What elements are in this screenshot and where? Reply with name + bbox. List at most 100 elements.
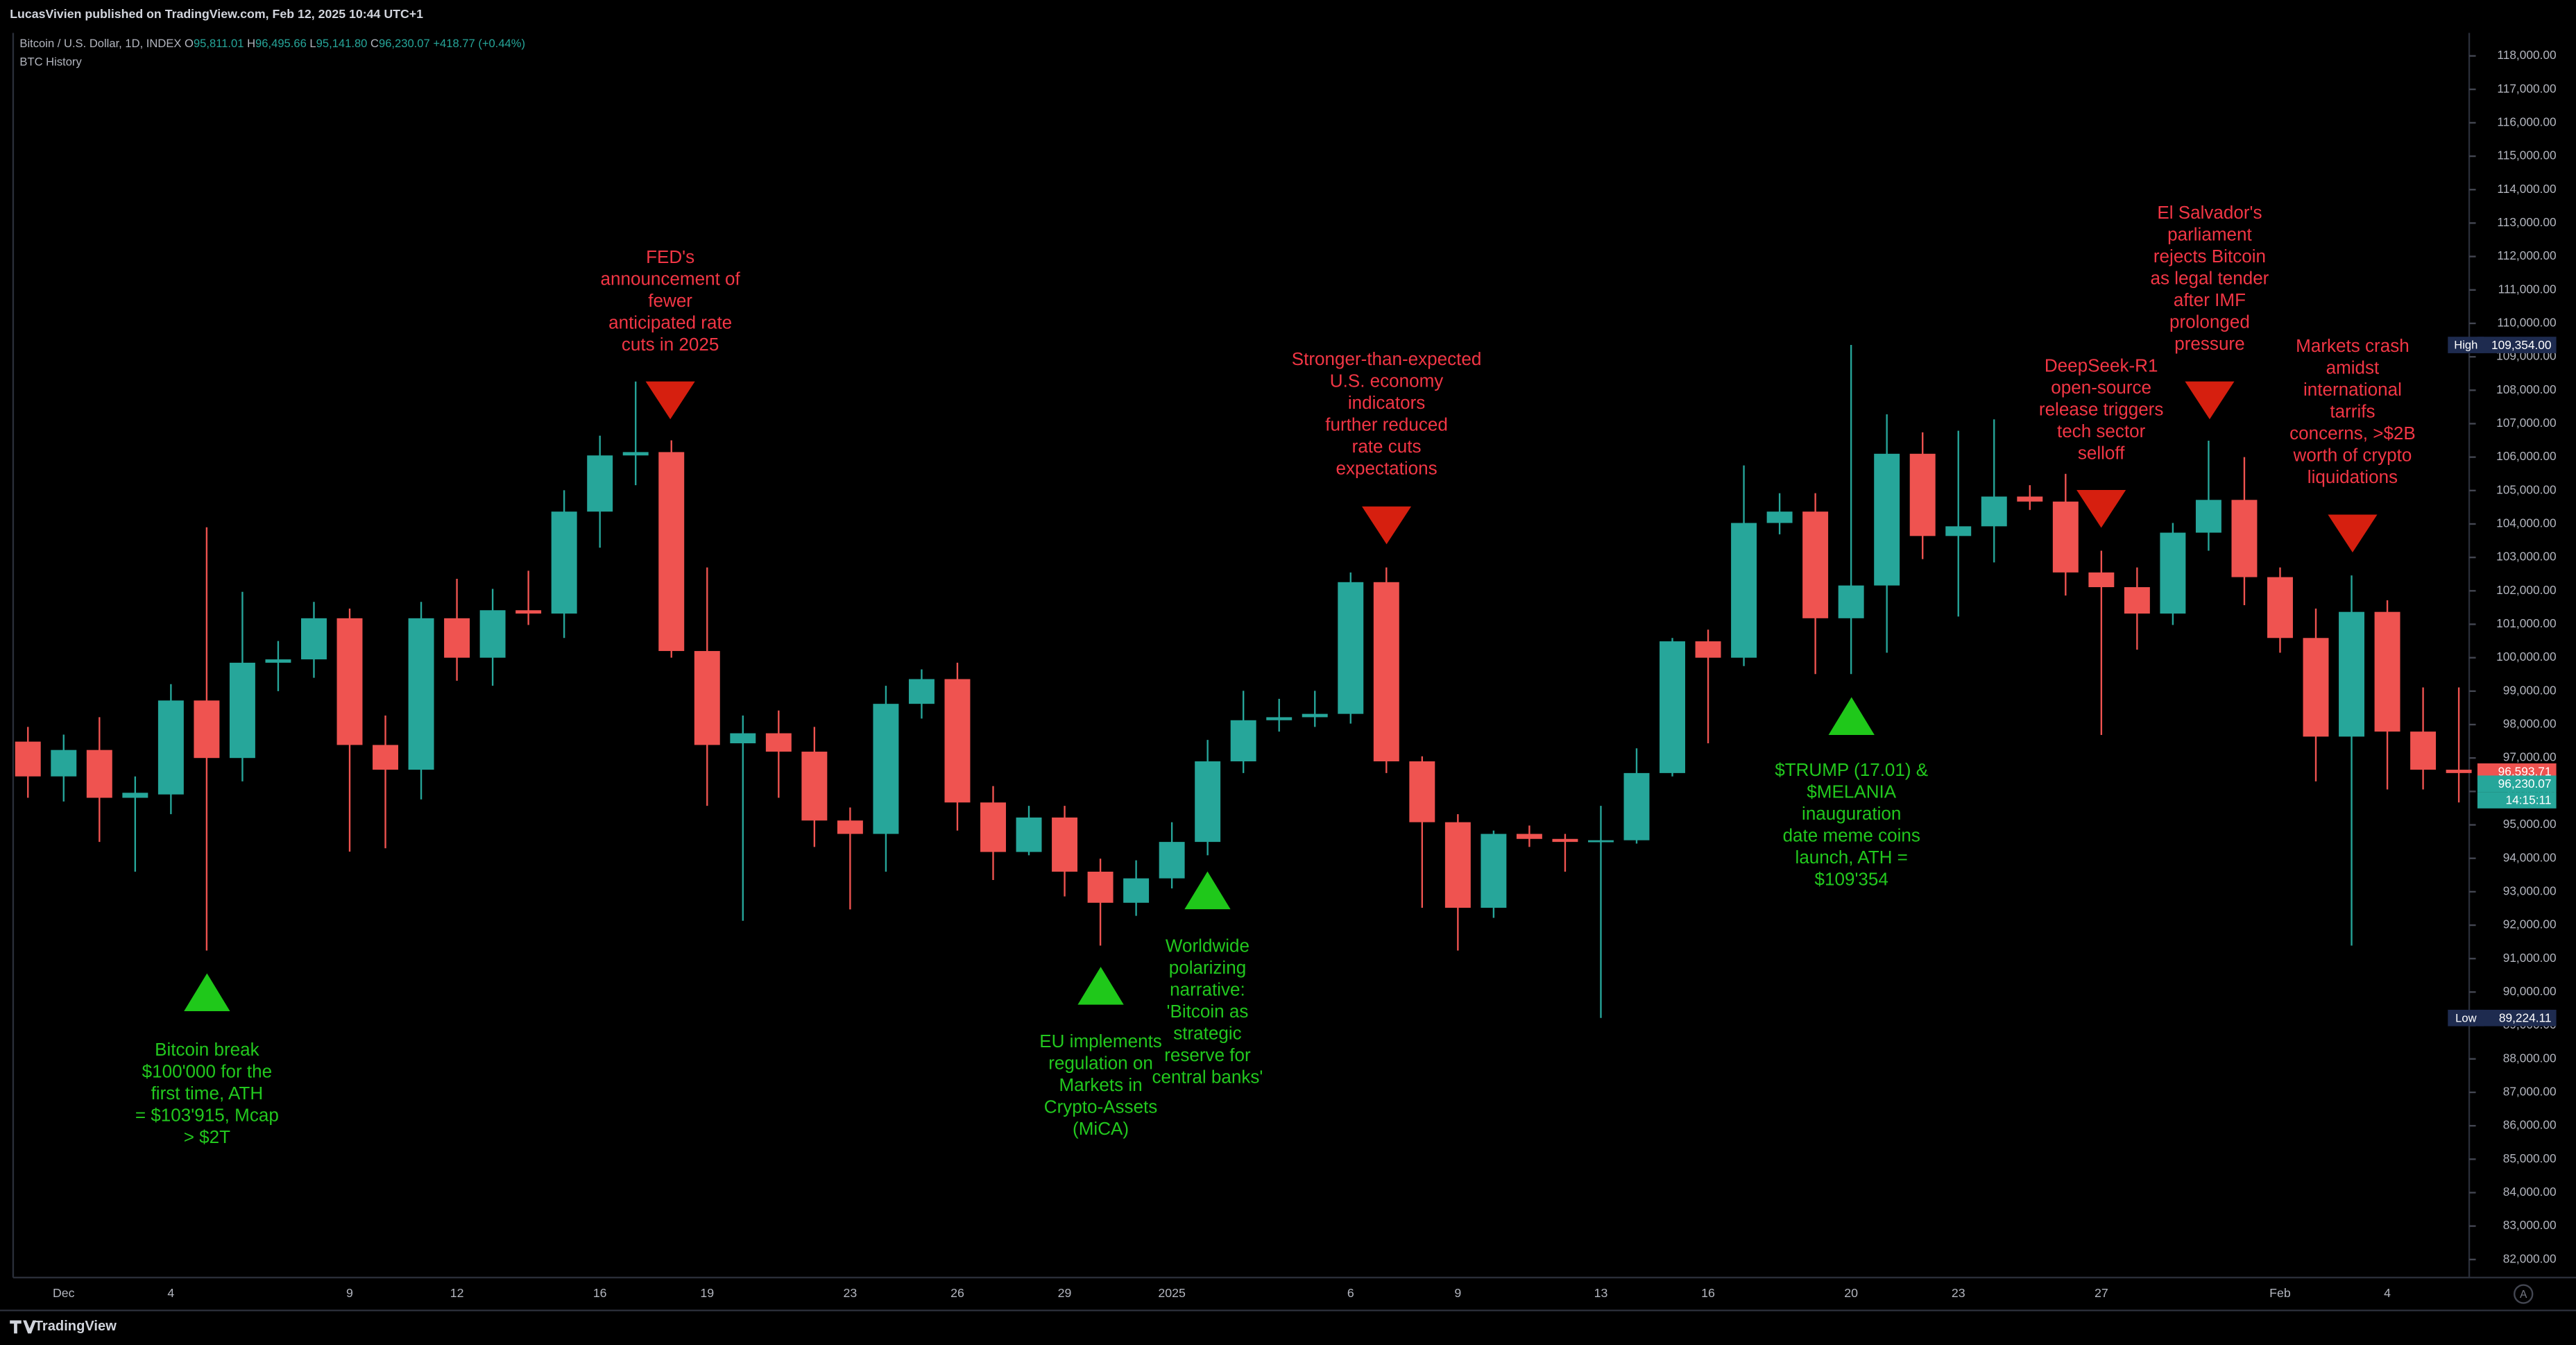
annotation-line: (MiCA) [1073, 1118, 1129, 1139]
annotation-line: 'Bitcoin as [1167, 1001, 1249, 1022]
annotation: El Salvador's parliament rejects Bitcoin as… [2151, 202, 2269, 354]
annotation-line: selloff [2078, 442, 2125, 463]
annotation-arrow [184, 973, 230, 1012]
candle-body [122, 793, 148, 798]
y-tick-label: 99,000.00 [2503, 683, 2557, 697]
published-line: LucasVivien published on TradingView.com… [10, 7, 423, 21]
annotation-line: EU implements [1039, 1031, 1162, 1051]
candle-body [1481, 834, 1507, 908]
ohlc-value: 96,495.66 [255, 37, 307, 50]
y-tick-label: 104,000.00 [2496, 516, 2556, 530]
candle-body [336, 618, 363, 745]
annotation: Markets crash amidst international tarrifs c… [2289, 335, 2416, 487]
annotation-line: rejects Bitcoin [2153, 246, 2266, 267]
candle-body [86, 750, 112, 798]
annotation-line: cuts in 2025 [622, 334, 719, 355]
y-tick-label: 86,000.00 [2503, 1118, 2557, 1132]
annotation-line: Bitcoin break [155, 1039, 260, 1060]
annotation-line: anticipated rate [608, 312, 732, 332]
annotation-line: $MELANIA [1807, 781, 1896, 802]
price-label: 109,354.00 High [2448, 337, 2557, 353]
price-label-value: 96,593.71 [2498, 765, 2552, 779]
y-tick-label: 93,000.00 [2503, 883, 2557, 897]
countdown: 14:15:11 [2505, 793, 2551, 807]
annotation-line: narrative: [1170, 979, 1245, 1000]
candle-body [873, 704, 899, 834]
candle-body [944, 679, 971, 803]
candle-body [1302, 713, 1328, 718]
ohlc-key: H [247, 37, 255, 50]
candle-body [2267, 577, 2293, 638]
annotation-line: polarizing [1169, 957, 1246, 978]
x-tick-label: 4 [2384, 1286, 2391, 1300]
candle-body [980, 802, 1006, 852]
price-label-value: 109,354.00 [2491, 338, 2551, 352]
annotation: FED's announcement of fewer anticipated rat… [601, 246, 741, 355]
annotation-line: first time, ATH [151, 1083, 264, 1103]
y-tick-label: 106,000.00 [2496, 449, 2556, 463]
candle-body [301, 618, 327, 660]
symbol: Bitcoin / U.S. Dollar, 1D, INDEX [19, 37, 181, 50]
candle-body [587, 455, 613, 512]
x-tick-label: 12 [450, 1286, 464, 1300]
x-tick-label: Dec [53, 1286, 75, 1300]
candle-body [2160, 532, 2186, 614]
candle-body [730, 733, 756, 744]
candle-body [1587, 840, 1614, 843]
annotation-line: release triggers [2039, 398, 2163, 419]
x-tick-label: 9 [1454, 1286, 1461, 1300]
annotation-line: after IMF [2174, 289, 2246, 310]
annotation-line: parliament [2167, 223, 2252, 244]
annotation-line: FED's [646, 246, 694, 267]
candle-body [1338, 582, 1364, 714]
brand-logo [10, 1320, 37, 1334]
price-label-value: 96,230.07 [2498, 777, 2552, 790]
annotation: Worldwide polarizing narrative: 'Bitcoin as… [1152, 936, 1263, 1088]
y-tick-label: 110,000.00 [2497, 316, 2556, 330]
y-tick-label: 98,000.00 [2503, 717, 2557, 731]
ohlc-value: 95,811.01 [194, 37, 244, 50]
annotation-line: as legal tender [2151, 267, 2269, 288]
annotation-line: $100'000 for the [142, 1060, 272, 1081]
auto-button[interactable] [2514, 1284, 2534, 1304]
candle-body [1802, 511, 1829, 618]
candle-body [1766, 511, 1793, 523]
annotation-line: concerns, >$2B [2289, 423, 2416, 443]
annotation-arrow [2328, 514, 2378, 553]
annotation-line: tech sector [2057, 421, 2146, 441]
x-tick-label: 19 [700, 1286, 714, 1300]
candle-body [658, 452, 685, 652]
auto-button-label[interactable]: A [2520, 1289, 2527, 1301]
annotation-line: Crypto-Assets [1044, 1096, 1158, 1117]
annotation: DeepSeek-R1 open-source release triggers te… [2039, 355, 2163, 463]
annotation-line: amidst [2326, 357, 2380, 378]
candle-body [801, 752, 828, 821]
x-tick-label: 9 [346, 1286, 353, 1300]
annotation-line: Markets in [1059, 1074, 1142, 1095]
candle-body [551, 511, 577, 614]
y-tick-label: 92,000.00 [2503, 917, 2557, 931]
x-tick-label: 13 [1594, 1286, 1608, 1300]
candle-body [373, 745, 398, 770]
annotation-line: regulation on [1048, 1052, 1153, 1073]
annotation-line: pressure [2174, 333, 2244, 354]
candle-body [1731, 523, 1757, 658]
candle-body [1444, 822, 1471, 908]
annotation-line: El Salvador's [2157, 202, 2262, 223]
annotation-line: open-source [2051, 377, 2151, 398]
price-label: 96,230.07 14:15:11 [2477, 775, 2557, 809]
y-tick-label: 107,000.00 [2496, 416, 2556, 430]
annotation-line: fewer [648, 290, 692, 311]
ohlc-key: L [309, 37, 316, 50]
candle-body [1123, 878, 1150, 903]
y-tick-label: 88,000.00 [2503, 1051, 2557, 1065]
candle-body [444, 618, 470, 658]
annotation-arrow [1184, 871, 1231, 910]
candle-body [1195, 761, 1221, 843]
y-tick-label: 83,000.00 [2503, 1218, 2557, 1232]
candle-body [765, 733, 792, 752]
price-label-name-box [2448, 1009, 2484, 1026]
y-tick-label: 91,000.00 [2503, 951, 2557, 965]
annotation: $TRUMP (17.01) & $MELANIA inauguration date… [1775, 759, 1928, 890]
